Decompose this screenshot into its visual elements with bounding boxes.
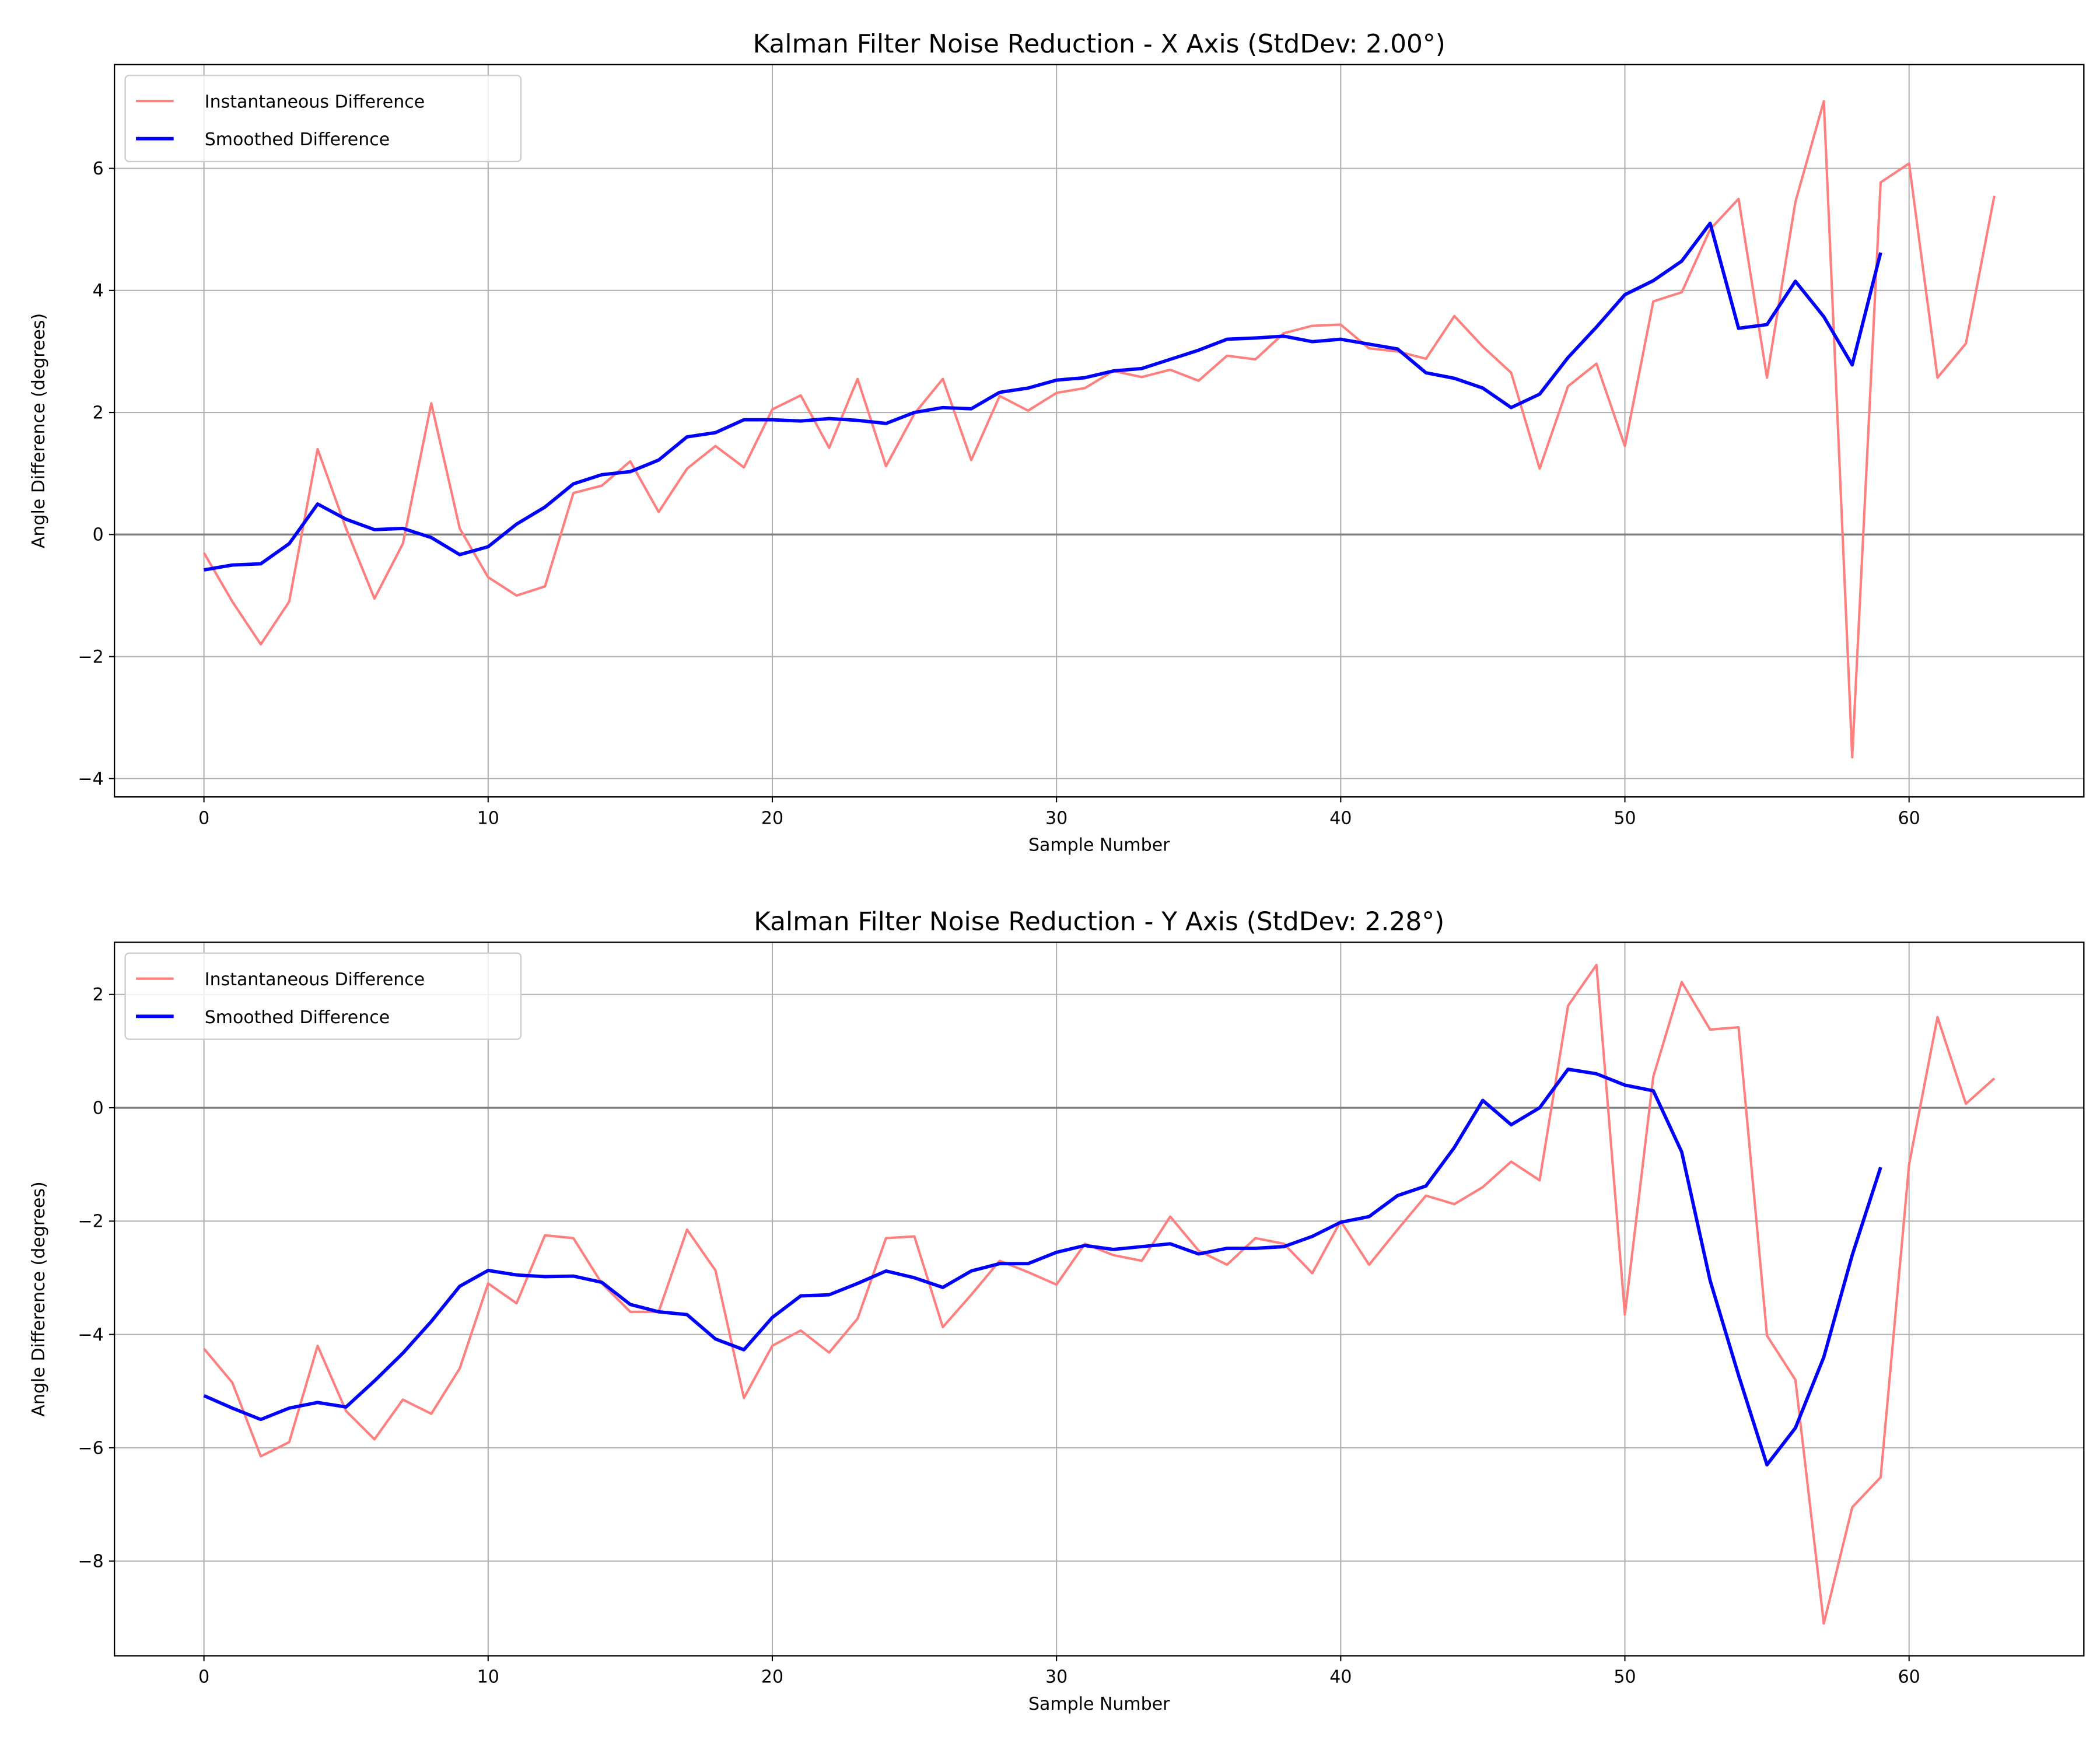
- x-tick-label: 20: [761, 1667, 783, 1688]
- legend-box: [124, 952, 522, 1040]
- x-tick-label: 40: [1329, 808, 1352, 828]
- x-tick-label: 30: [1045, 1667, 1068, 1688]
- legend: Instantaneous Difference Smoothed Differe…: [124, 75, 522, 163]
- x-tick-label: 60: [1898, 1667, 1920, 1688]
- y-tick-label: 0: [93, 1098, 104, 1118]
- chart-title: Kalman Filter Noise Reduction - Y Axis (…: [754, 907, 1444, 937]
- legend-box: [124, 75, 522, 163]
- x-tick-label: 10: [477, 808, 499, 828]
- axes-frame: [114, 942, 2085, 1657]
- legend-label: Smoothed Difference: [205, 1007, 390, 1028]
- y-axis-label: Angle Difference (degrees): [29, 313, 49, 548]
- y-tick-label: 6: [93, 159, 104, 179]
- x-tick-label: 0: [198, 808, 209, 828]
- y-tick-label: −6: [78, 1438, 103, 1458]
- legend-label: Smoothed Difference: [205, 130, 390, 150]
- x-tick-label: 50: [1614, 1667, 1636, 1688]
- y-tick-label: 0: [93, 525, 104, 545]
- y-tick-label: −2: [78, 647, 103, 667]
- x-axis-label: Sample Number: [1028, 1694, 1170, 1714]
- axes-frame: [114, 64, 2085, 798]
- series-line-smoothed: [203, 1068, 1882, 1466]
- x-axis-label: Sample Number: [1028, 835, 1170, 855]
- chart-title: Kalman Filter Noise Reduction - X Axis (…: [753, 29, 1446, 59]
- y-tick-label: −4: [78, 769, 103, 789]
- legend-label: Instantaneous Difference: [205, 92, 425, 113]
- x-tick-label: 10: [477, 1667, 499, 1688]
- series-line-instantaneous: [202, 100, 1996, 759]
- y-tick-label: −8: [78, 1552, 103, 1572]
- x-tick-label: 50: [1614, 808, 1636, 828]
- y-tick-label: 4: [93, 281, 104, 301]
- subplot-1: 0 10 20 30 40 50 60 −4 −2 0 2 4 6 Kalman Filter Noise…: [29, 29, 2085, 855]
- y-tick-label: −4: [78, 1325, 103, 1345]
- legend: Instantaneous Difference Smoothed Differe…: [124, 952, 522, 1040]
- series-line-instantaneous: [203, 964, 1996, 1625]
- x-tick-label: 60: [1898, 808, 1920, 828]
- x-tick-label: 30: [1045, 808, 1068, 828]
- y-tick-label: −2: [78, 1212, 103, 1232]
- series-line-smoothed: [204, 221, 1882, 572]
- x-tick-label: 40: [1329, 1667, 1352, 1688]
- y-tick-label: 2: [93, 985, 104, 1005]
- subplot-2: 0 10 20 30 40 50 60 −8 −6 −4 −2 0 2 Kalman Filter Noi…: [29, 907, 2085, 1714]
- x-tick-label: 0: [198, 1667, 209, 1688]
- x-tick-label: 20: [761, 808, 783, 828]
- y-axis-label: Angle Difference (degrees): [29, 1181, 49, 1416]
- legend-label: Instantaneous Difference: [205, 970, 425, 990]
- y-tick-label: 2: [93, 402, 104, 423]
